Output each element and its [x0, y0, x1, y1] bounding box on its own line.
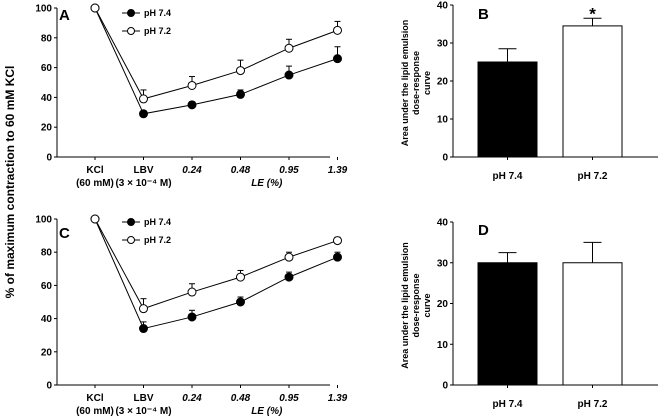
panel-c-line-chart: 0 20 40 60 80 100 KCl (60 mM) LBV (3 × 10⁻⁴ M) 0.2… — [35, 214, 348, 417]
panel-a-series-ph72-line — [94, 7, 338, 100]
panel-c-y-tick-label: 40 — [41, 314, 53, 325]
panel-d-y-tick-label: 0 — [442, 381, 448, 392]
panel-a-legend-ph72-marker — [127, 27, 135, 35]
panel-b-category-label-ph72: pH 7.2 — [577, 171, 607, 182]
panel-c-series-ph72-point — [187, 287, 197, 297]
panel-c-series-ph74-line — [94, 218, 338, 330]
panel-d-y-tick-label: 40 — [437, 218, 449, 229]
panel-a-legend-ph74-label: pH 7.4 — [144, 8, 171, 18]
panel-c-y-tick-label: 20 — [41, 347, 53, 358]
panel-a-letter: A — [59, 7, 70, 24]
panel-c-series-ph72-point — [284, 252, 294, 262]
panel-a-legend-ph72-label: pH 7.2 — [144, 26, 171, 36]
panel-b-y-tick-label: 30 — [437, 39, 449, 50]
panel-a-x-tick-label: 0.95 — [279, 165, 299, 176]
panel-d-category-label-ph74: pH 7.4 — [492, 399, 522, 410]
panel-a-series-ph72-point — [187, 80, 197, 90]
panel-c-series-ph74-point — [333, 252, 342, 262]
panel-c-series-ph72-point — [236, 272, 245, 282]
panel-a-series-ph74-line — [94, 7, 338, 115]
panel-b-y-tick-label: 20 — [437, 77, 449, 88]
panel-a-series-ph74-point — [236, 89, 245, 99]
panel-a-series-ph72-point — [90, 3, 100, 13]
panel-b-y-tick-label: 40 — [437, 1, 449, 12]
panel-d-category-label-ph72: pH 7.2 — [577, 399, 607, 410]
panel-d-y-tick-label: 30 — [437, 258, 449, 269]
panel-d-y-tick-label: 20 — [437, 299, 449, 310]
panel-a-series-ph74-point — [284, 70, 294, 80]
panel-a-x-axis-title: LE (%) — [251, 178, 283, 189]
panel-c-x-tick-label: 0.95 — [279, 393, 299, 404]
panel-a-line-chart: 0 20 40 60 80 100 KCl (60 mM) LBV (3 × 10⁻⁴ M) 0.2… — [35, 3, 348, 189]
panel-c-y-tick-label: 100 — [35, 215, 52, 226]
panel-a-series-ph74-point — [333, 54, 342, 64]
panel-a-x-tick-label: 0.48 — [231, 165, 251, 176]
panel-c-series-ph72-point — [333, 236, 342, 246]
panel-a-y-tick-label: 20 — [41, 123, 53, 134]
panel-c-legend-ph74-label: pH 7.4 — [144, 217, 171, 227]
panel-b-y-axis-title-line: Area under the lipid emulsion — [400, 20, 410, 147]
panel-c-y-tick-label: 80 — [41, 248, 53, 259]
panel-b-y-axis-title-line: curve — [422, 71, 432, 95]
panel-c-series-ph74-point — [284, 272, 294, 282]
panel-b-letter: B — [478, 6, 489, 23]
panel-b-bar-ph72 — [562, 25, 623, 158]
panel-c-x-tick-label: 0.24 — [182, 393, 202, 404]
panel-b-category-label-ph74: pH 7.4 — [492, 171, 522, 182]
panel-a-y-tick-label: 40 — [41, 93, 53, 104]
panel-c-x-tick-label: 1.39 — [328, 393, 348, 404]
panel-c-x-tick-label: KCl — [86, 393, 103, 404]
panel-d-y-tick-label: 10 — [437, 340, 449, 351]
panel-d-y-axis-title-line: Area under the lipid emulsion — [400, 242, 410, 369]
panel-c-x-axis-title: LE (%) — [251, 406, 283, 417]
panel-b-bar-chart: Area under the lipid emulsion dose-respon… — [400, 1, 658, 182]
panel-a-x-tick-label: 0.24 — [182, 165, 202, 176]
panel-a-x-tick-label: 1.39 — [328, 165, 348, 176]
panel-c-letter: C — [59, 225, 70, 242]
panel-c-y-tick-label: 60 — [41, 281, 53, 292]
panel-b-y-tick-label: 0 — [442, 153, 448, 164]
panel-a-series-ph72-point — [333, 25, 342, 35]
panel-c-series-ph74-point — [187, 312, 197, 322]
panel-c-series-ph74-point — [236, 297, 245, 307]
panel-d-letter: D — [478, 222, 489, 239]
panel-a-x-tick-sublabel: (3 × 10⁻⁴ M) — [115, 178, 171, 189]
panel-c-series-ph72-point — [90, 214, 100, 224]
panel-a-x-tick-label: LBV — [134, 165, 154, 176]
panel-a-y-tick-label: 0 — [46, 153, 52, 164]
panel-d-y-axis-title-line: dose-response — [411, 273, 421, 337]
panel-b-bar-ph74 — [477, 61, 538, 158]
panel-c-x-tick-sublabel: (60 mM) — [76, 406, 114, 417]
shared-y-axis-label: % of maximum contraction to 60 mM KCl — [3, 66, 17, 299]
panel-c-series-ph74-point — [139, 324, 148, 334]
panel-c-series-ph72-point — [139, 304, 148, 314]
panel-a-series-ph74-point — [139, 109, 148, 119]
panel-d-y-axis-title-line: curve — [422, 293, 432, 317]
panel-b-y-tick-label: 10 — [437, 115, 449, 126]
panel-b-y-axis-title-line: dose-response — [411, 51, 421, 115]
panel-c-x-tick-sublabel: (3 × 10⁻⁴ M) — [115, 406, 171, 417]
panel-d-bar-ph72 — [562, 262, 623, 386]
panel-a-legend-ph74-marker — [127, 9, 135, 17]
panel-a-y-tick-label: 60 — [41, 63, 53, 74]
panel-c-legend-ph74-marker — [127, 218, 135, 226]
panel-d-bar-ph74 — [477, 262, 538, 386]
panel-a-series-ph74-point — [187, 100, 197, 110]
panel-c-x-tick-label: 0.48 — [231, 393, 251, 404]
panel-c-x-tick-label: LBV — [134, 393, 154, 404]
panel-c-series-ph72-line — [94, 218, 338, 310]
panel-a-series-ph72-point — [284, 43, 294, 53]
panel-c-y-tick-label: 0 — [46, 381, 52, 392]
panel-a-series-ph72-point — [139, 94, 148, 104]
panel-b-significance-asterisk: * — [589, 4, 596, 23]
panel-c-legend-ph72-label: pH 7.2 — [144, 235, 171, 245]
panel-a-x-tick-sublabel: (60 mM) — [76, 178, 114, 189]
panel-d-bar-chart: Area under the lipid emulsion dose-respon… — [400, 218, 658, 410]
panel-c-legend-ph72-marker — [127, 236, 135, 244]
panel-a-x-tick-label: KCl — [86, 165, 103, 176]
panel-a-y-tick-label: 80 — [41, 33, 53, 44]
panel-a-series-ph72-point — [236, 66, 245, 76]
panel-a-y-tick-label: 100 — [35, 4, 52, 15]
